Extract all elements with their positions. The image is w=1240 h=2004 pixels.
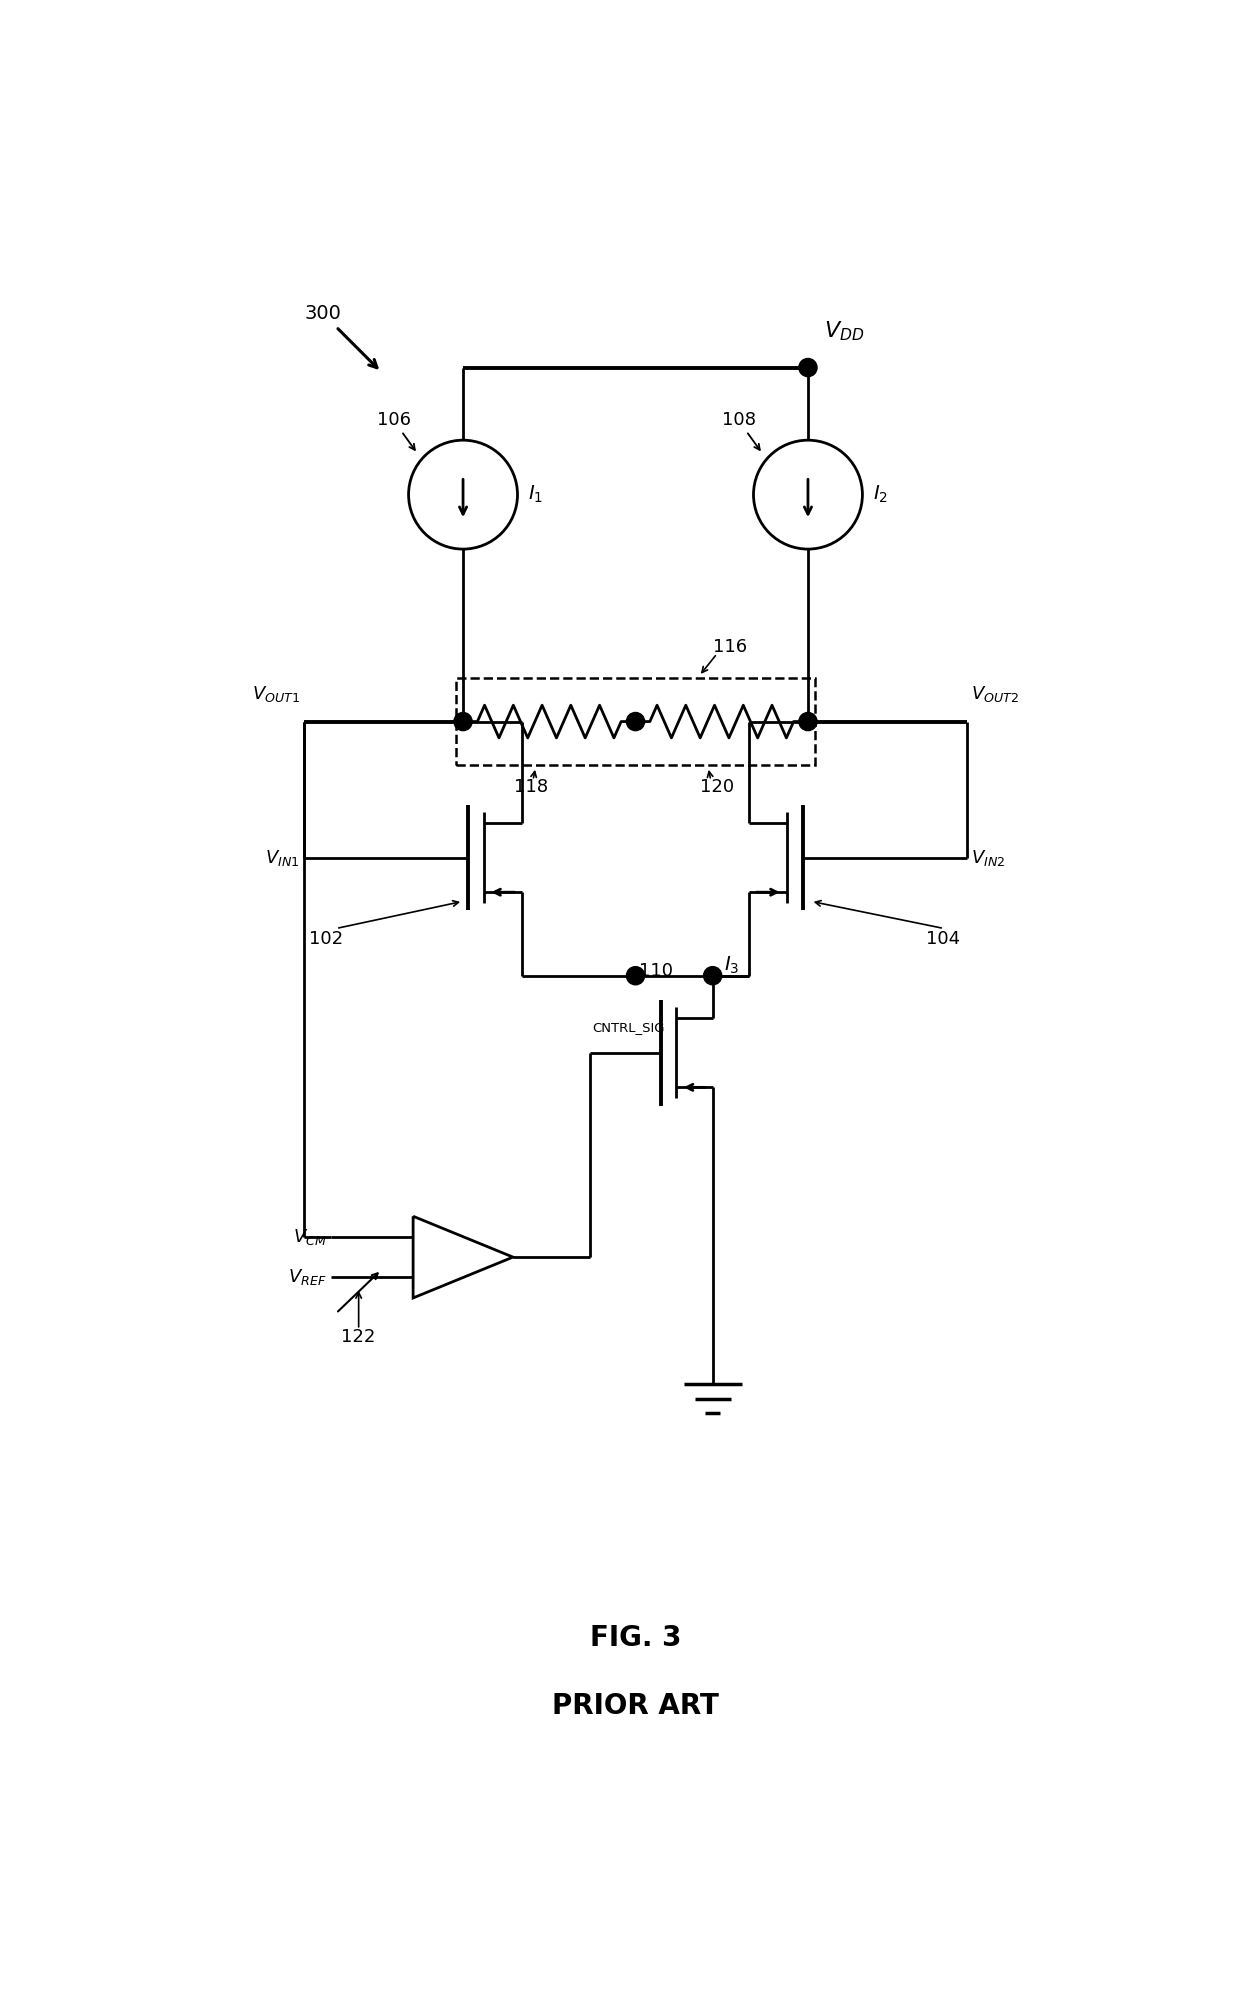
- Text: 110: 110: [640, 962, 673, 980]
- Text: 102: 102: [309, 930, 342, 948]
- Circle shape: [799, 713, 817, 731]
- Text: $I_3$: $I_3$: [724, 954, 739, 976]
- Text: 120: 120: [701, 778, 734, 796]
- Circle shape: [454, 713, 472, 731]
- Circle shape: [626, 713, 645, 731]
- Text: 108: 108: [722, 411, 755, 429]
- Circle shape: [799, 359, 817, 377]
- Text: 106: 106: [377, 411, 410, 429]
- Text: $V_{OUT2}$: $V_{OUT2}$: [971, 683, 1019, 703]
- Text: $V_{OUT1}$: $V_{OUT1}$: [252, 683, 300, 703]
- Text: 116: 116: [713, 637, 746, 655]
- Text: $V_{IN2}$: $V_{IN2}$: [971, 848, 1006, 868]
- Text: 300: 300: [304, 303, 341, 323]
- Circle shape: [626, 966, 645, 984]
- Text: PRIOR ART: PRIOR ART: [552, 1693, 719, 1719]
- Text: CNTRL_SIG: CNTRL_SIG: [591, 1020, 665, 1034]
- Text: $I_1$: $I_1$: [528, 485, 543, 505]
- Text: $V_{CM}$: $V_{CM}$: [293, 1226, 327, 1246]
- Text: $V_{IN1}$: $V_{IN1}$: [265, 848, 300, 868]
- Text: $V_{REF}$: $V_{REF}$: [289, 1267, 327, 1287]
- Text: 118: 118: [515, 778, 548, 796]
- Text: 104: 104: [926, 930, 960, 948]
- Text: 122: 122: [341, 1329, 376, 1347]
- Bar: [456, 677, 815, 766]
- Text: $I_2$: $I_2$: [873, 485, 888, 505]
- Circle shape: [703, 966, 722, 984]
- Text: FIG. 3: FIG. 3: [590, 1625, 681, 1653]
- Text: $V_{DD}$: $V_{DD}$: [825, 319, 864, 343]
